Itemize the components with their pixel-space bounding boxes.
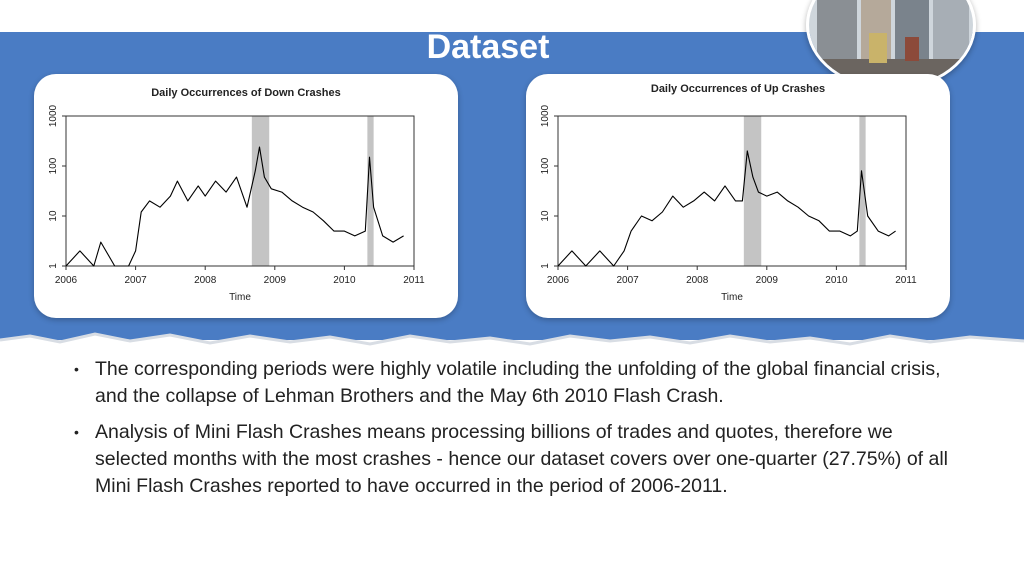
bullet-text: The corresponding periods were highly vo… (95, 358, 941, 407)
bullet-text: Analysis of Mini Flash Crashes means pro… (95, 421, 949, 497)
shaded-period (859, 116, 866, 266)
y-tick-label: 100 (48, 157, 59, 174)
x-tick-label: 2010 (825, 275, 848, 286)
bullet-dot-icon: • (74, 424, 79, 440)
x-tick-label: 2009 (264, 275, 287, 286)
bullet-item: • The corresponding periods were highly … (70, 356, 960, 410)
y-tick-label: 10 (540, 210, 551, 222)
x-axis-label: Time (721, 292, 743, 303)
up-crashes-chart-panel: Daily Occurrences of Up Crashes 2006 2007… (526, 74, 950, 318)
shaded-period (743, 116, 762, 266)
x-tick-label: 2009 (756, 275, 779, 286)
torn-paper-edge (0, 332, 1024, 358)
x-tick-label: 2006 (547, 275, 570, 286)
up-crashes-chart: 2006 2007 2008 2009 2010 2011 1 10 100 1000 Time (540, 104, 917, 303)
chart-title: Daily Occurrences of Up Crashes (650, 83, 826, 95)
x-tick-label: 2010 (333, 275, 356, 286)
x-tick-label: 2011 (895, 275, 917, 286)
y-tick-label: 1000 (48, 104, 59, 127)
x-axis-label: Time (229, 292, 251, 303)
x-tick-label: 2006 (55, 275, 78, 286)
series-line (557, 150, 896, 267)
y-tick-label: 1000 (540, 104, 551, 127)
down-crashes-chart: 2006 2007 2008 2009 2010 2011 1 10 100 1000 Time (48, 104, 425, 303)
x-tick-label: 2011 (403, 275, 425, 286)
shaded-period (251, 116, 270, 266)
down-crashes-chart-panel: Daily Occurrences of Down Crashes 2006 20… (34, 74, 458, 318)
series-line (65, 146, 404, 267)
plot-frame (65, 115, 415, 267)
bullet-dot-icon: • (74, 361, 79, 377)
chart-title: Daily Occurrences of Down Crashes (151, 87, 341, 99)
y-tick-label: 100 (540, 157, 551, 174)
y-tick-label: 10 (48, 210, 59, 222)
slide-title: Dataset (426, 28, 550, 66)
x-tick-label: 2008 (194, 275, 217, 286)
bullet-list: • The corresponding periods were highly … (70, 356, 960, 509)
bullet-item: • Analysis of Mini Flash Crashes means p… (70, 419, 960, 500)
shaded-period (367, 116, 374, 266)
y-tick-label: 1 (540, 263, 551, 269)
x-tick-label: 2007 (616, 275, 639, 286)
x-tick-label: 2008 (686, 275, 709, 286)
y-tick-label: 1 (48, 263, 59, 269)
x-tick-label: 2007 (124, 275, 147, 286)
plot-frame (557, 115, 907, 267)
